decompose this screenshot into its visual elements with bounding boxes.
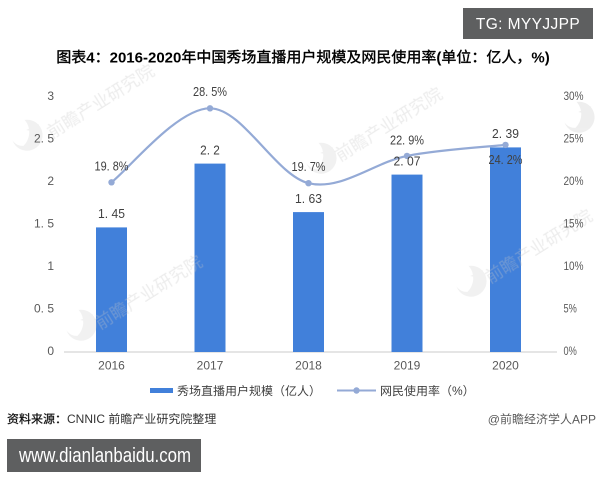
svg-text:www.dianlanbaidu.com: www.dianlanbaidu.com xyxy=(18,444,191,467)
svg-text:10%: 10% xyxy=(564,259,584,273)
svg-text:5%: 5% xyxy=(564,302,578,316)
svg-text:30%: 30% xyxy=(564,89,584,103)
svg-text:2. 39: 2. 39 xyxy=(492,126,519,141)
svg-text:19. 8%: 19. 8% xyxy=(95,159,129,174)
svg-text:2016: 2016 xyxy=(98,359,125,373)
svg-text:2017: 2017 xyxy=(197,359,224,373)
svg-text:@: @ xyxy=(488,412,500,426)
svg-text:2020: 2020 xyxy=(492,359,519,373)
svg-text:%): %) xyxy=(531,49,549,66)
svg-text:25%: 25% xyxy=(564,131,584,145)
svg-text:2. 2: 2. 2 xyxy=(200,142,220,157)
svg-text:1. 63: 1. 63 xyxy=(295,191,322,206)
svg-text:3: 3 xyxy=(47,89,54,103)
svg-text:2018: 2018 xyxy=(295,359,322,373)
svg-text:2: 2 xyxy=(47,174,54,188)
svg-text:24. 2%: 24. 2% xyxy=(489,152,523,167)
svg-text:20%: 20% xyxy=(564,174,584,188)
svg-text:4: 4 xyxy=(86,49,95,66)
svg-text:0. 5: 0. 5 xyxy=(34,302,54,316)
svg-text:(: ( xyxy=(436,49,441,66)
svg-text:2016-2020: 2016-2020 xyxy=(110,49,182,66)
svg-text:28. 5%: 28. 5% xyxy=(193,84,227,99)
svg-text:19. 7%: 19. 7% xyxy=(292,159,326,174)
svg-text:1: 1 xyxy=(47,259,54,273)
svg-text:0%: 0% xyxy=(564,344,578,358)
svg-text:%: % xyxy=(452,384,463,398)
svg-text:2. 07: 2. 07 xyxy=(394,153,421,168)
svg-text:2019: 2019 xyxy=(394,359,421,373)
svg-text:2. 5: 2. 5 xyxy=(34,131,54,145)
svg-text:15%: 15% xyxy=(564,217,584,231)
svg-text:1. 45: 1. 45 xyxy=(98,206,125,221)
svg-text:APP: APP xyxy=(572,412,596,426)
svg-text:22. 9%: 22. 9% xyxy=(390,132,424,147)
svg-text:0: 0 xyxy=(47,344,54,358)
svg-text:1. 5: 1. 5 xyxy=(34,217,54,231)
svg-text:TG: MYYJJPP: TG: MYYJJPP xyxy=(476,16,580,33)
svg-text:CNNIC: CNNIC xyxy=(67,412,108,426)
